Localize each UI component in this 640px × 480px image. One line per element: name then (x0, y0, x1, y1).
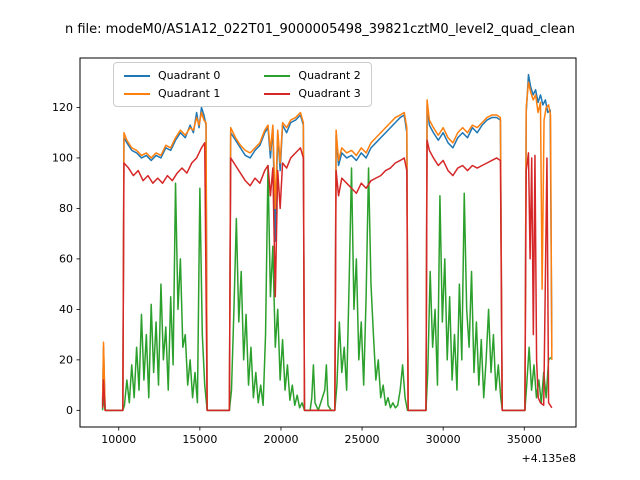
legend-entry-quadrant-0: Quadrant 0 (124, 70, 220, 81)
series-line-quadrant-1 (101, 81, 553, 412)
axes-spines (79, 57, 577, 428)
legend-line-swatch (264, 92, 291, 95)
x-tick-label: 10000 (101, 433, 136, 446)
legend-label: Quadrant 3 (298, 87, 361, 100)
y-tick-label: 80 (59, 202, 73, 215)
series-line-quadrant-2 (101, 164, 552, 412)
legend-entry-quadrant-1: Quadrant 1 (124, 88, 220, 99)
x-tick-label: 15000 (182, 433, 217, 446)
y-tick-label: 0 (66, 404, 73, 417)
legend-entry-quadrant-3: Quadrant 3 (264, 87, 361, 100)
y-tick-label: 120 (52, 101, 73, 114)
series-line-quadrant-3 (101, 139, 553, 412)
legend-line-swatch (124, 74, 150, 77)
legend: Quadrant 0 Quadrant 1 Quadrant 2 Quadran… (113, 62, 372, 107)
y-tick-label: 20 (59, 353, 73, 366)
legend-line-swatch (124, 92, 150, 95)
y-tick-label: 60 (59, 252, 73, 265)
legend-label: Quadrant 2 (298, 69, 361, 82)
legend-label: Quadrant 0 (158, 69, 221, 82)
y-tick-label: 100 (52, 151, 73, 164)
plot-area (80, 58, 576, 427)
x-tick-label: 35000 (507, 433, 542, 446)
y-tick-label: 40 (59, 303, 73, 316)
legend-entry-quadrant-2: Quadrant 2 (264, 69, 361, 82)
chart-title: n file: modeM0/AS1A12_022T01_9000005498_… (64, 22, 576, 37)
x-axis-offset-label: +4.135e8 (522, 452, 576, 465)
legend-label: Quadrant 1 (158, 87, 221, 100)
x-tick-label: 20000 (263, 433, 298, 446)
legend-line-swatch (264, 74, 291, 77)
x-tick-label: 30000 (426, 433, 461, 446)
x-tick-label: 25000 (345, 433, 380, 446)
